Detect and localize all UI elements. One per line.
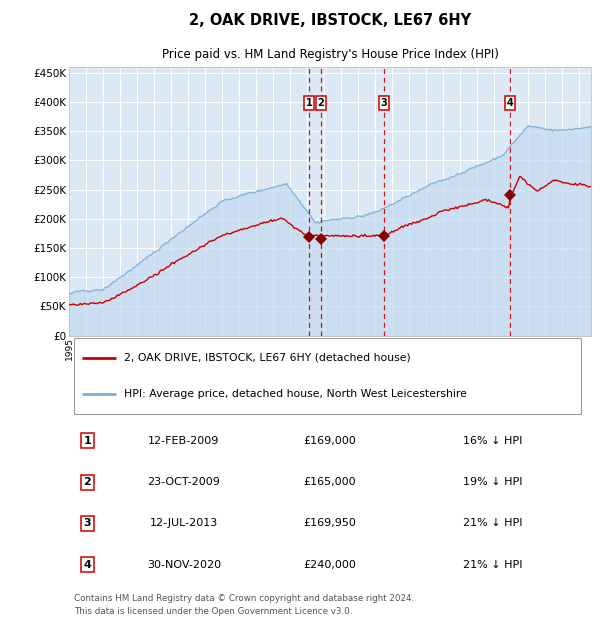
Text: 3: 3 <box>380 98 388 108</box>
Text: Price paid vs. HM Land Registry's House Price Index (HPI): Price paid vs. HM Land Registry's House … <box>161 48 499 61</box>
Text: This data is licensed under the Open Government Licence v3.0.: This data is licensed under the Open Gov… <box>74 608 353 616</box>
Text: 2, OAK DRIVE, IBSTOCK, LE67 6HY (detached house): 2, OAK DRIVE, IBSTOCK, LE67 6HY (detache… <box>124 353 410 363</box>
Text: 4: 4 <box>83 560 91 570</box>
Text: 30-NOV-2020: 30-NOV-2020 <box>147 560 221 570</box>
Text: £169,000: £169,000 <box>304 436 356 446</box>
Text: 2, OAK DRIVE, IBSTOCK, LE67 6HY: 2, OAK DRIVE, IBSTOCK, LE67 6HY <box>189 13 471 29</box>
Text: £169,950: £169,950 <box>304 518 356 528</box>
Text: 12-JUL-2013: 12-JUL-2013 <box>150 518 218 528</box>
Text: 2: 2 <box>83 477 91 487</box>
Text: 12-FEB-2009: 12-FEB-2009 <box>148 436 220 446</box>
Text: 1: 1 <box>83 436 91 446</box>
Text: 21% ↓ HPI: 21% ↓ HPI <box>463 518 523 528</box>
Text: 23-OCT-2009: 23-OCT-2009 <box>148 477 220 487</box>
Text: 21% ↓ HPI: 21% ↓ HPI <box>463 560 523 570</box>
Text: 19% ↓ HPI: 19% ↓ HPI <box>463 477 523 487</box>
Text: 3: 3 <box>83 518 91 528</box>
Text: HPI: Average price, detached house, North West Leicestershire: HPI: Average price, detached house, Nort… <box>124 389 467 399</box>
Text: 2: 2 <box>317 98 325 108</box>
Text: 1: 1 <box>306 98 313 108</box>
FancyBboxPatch shape <box>74 338 581 414</box>
Text: £240,000: £240,000 <box>304 560 356 570</box>
Text: £165,000: £165,000 <box>304 477 356 487</box>
Text: Contains HM Land Registry data © Crown copyright and database right 2024.: Contains HM Land Registry data © Crown c… <box>74 593 415 603</box>
Text: 4: 4 <box>506 98 513 108</box>
Text: 16% ↓ HPI: 16% ↓ HPI <box>463 436 523 446</box>
